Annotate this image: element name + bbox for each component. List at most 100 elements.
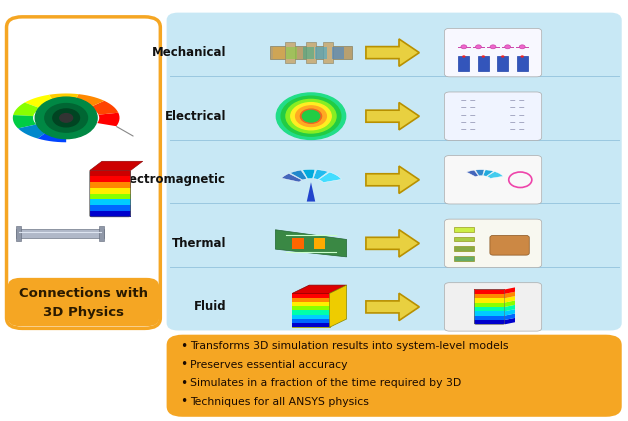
- FancyBboxPatch shape: [445, 92, 542, 141]
- Polygon shape: [13, 115, 36, 128]
- Text: Thermal: Thermal: [171, 237, 226, 250]
- Circle shape: [45, 104, 87, 132]
- Circle shape: [35, 97, 97, 139]
- Bar: [315, 47, 327, 59]
- Bar: [270, 46, 352, 59]
- Circle shape: [475, 45, 481, 49]
- Polygon shape: [330, 285, 347, 327]
- Polygon shape: [505, 318, 515, 324]
- Polygon shape: [366, 39, 420, 67]
- Bar: [90, 188, 131, 194]
- Circle shape: [521, 55, 524, 58]
- Bar: [293, 306, 330, 310]
- Polygon shape: [74, 94, 104, 107]
- Bar: [454, 227, 474, 232]
- Circle shape: [305, 112, 317, 120]
- Polygon shape: [318, 172, 342, 183]
- Bar: [458, 56, 469, 71]
- Bar: [293, 238, 304, 249]
- Polygon shape: [90, 161, 143, 171]
- Polygon shape: [13, 103, 40, 116]
- Bar: [293, 323, 330, 327]
- Text: •: •: [180, 377, 188, 389]
- Polygon shape: [38, 131, 66, 142]
- Polygon shape: [487, 171, 503, 179]
- Polygon shape: [290, 170, 307, 180]
- Bar: [293, 319, 330, 323]
- Polygon shape: [313, 170, 328, 179]
- Circle shape: [462, 55, 465, 58]
- Circle shape: [286, 99, 336, 133]
- Polygon shape: [505, 301, 515, 307]
- Polygon shape: [90, 101, 118, 115]
- Bar: [90, 200, 131, 205]
- FancyBboxPatch shape: [6, 17, 160, 328]
- Polygon shape: [366, 103, 420, 130]
- Circle shape: [302, 110, 320, 122]
- Polygon shape: [467, 170, 479, 177]
- Bar: [478, 56, 489, 71]
- Circle shape: [296, 106, 327, 127]
- Bar: [332, 47, 344, 59]
- Polygon shape: [18, 125, 48, 139]
- Polygon shape: [505, 296, 515, 303]
- Text: 3D Physics: 3D Physics: [43, 306, 124, 319]
- Circle shape: [501, 55, 504, 58]
- Bar: [99, 226, 104, 241]
- FancyBboxPatch shape: [8, 278, 159, 326]
- Bar: [454, 256, 474, 261]
- Bar: [90, 211, 131, 217]
- Polygon shape: [505, 309, 515, 316]
- Polygon shape: [483, 170, 494, 176]
- Bar: [284, 42, 295, 63]
- Polygon shape: [366, 230, 420, 257]
- Bar: [90, 171, 131, 176]
- Bar: [454, 246, 474, 251]
- Text: •: •: [180, 358, 188, 371]
- Circle shape: [281, 96, 341, 136]
- Text: —  —: — —: [510, 98, 524, 103]
- Bar: [474, 311, 505, 316]
- Bar: [474, 298, 505, 303]
- Polygon shape: [97, 113, 119, 126]
- Text: Fluid: Fluid: [193, 301, 226, 313]
- Circle shape: [291, 103, 331, 130]
- Text: Connections with: Connections with: [19, 287, 148, 300]
- Bar: [16, 229, 104, 238]
- Bar: [90, 194, 131, 200]
- Polygon shape: [505, 305, 515, 311]
- Bar: [293, 302, 330, 306]
- Text: —  —: — —: [510, 127, 524, 132]
- Text: —  —: — —: [462, 106, 476, 110]
- Polygon shape: [276, 230, 347, 257]
- FancyBboxPatch shape: [445, 219, 542, 268]
- Text: Techniques for all ANSYS physics: Techniques for all ANSYS physics: [190, 397, 369, 407]
- Polygon shape: [505, 314, 515, 320]
- Bar: [474, 307, 505, 311]
- Polygon shape: [475, 170, 484, 176]
- FancyBboxPatch shape: [445, 29, 542, 77]
- Circle shape: [505, 45, 511, 49]
- Bar: [293, 310, 330, 314]
- Bar: [16, 226, 21, 241]
- Text: •: •: [180, 395, 188, 408]
- FancyBboxPatch shape: [445, 283, 542, 331]
- Text: Electrical: Electrical: [165, 110, 226, 123]
- Circle shape: [490, 45, 496, 49]
- Polygon shape: [306, 182, 315, 202]
- Text: —  —: — —: [462, 120, 476, 125]
- Bar: [286, 47, 298, 59]
- Polygon shape: [24, 95, 55, 108]
- Polygon shape: [505, 292, 515, 298]
- Text: Preserves essential accuracy: Preserves essential accuracy: [190, 360, 348, 370]
- Bar: [474, 320, 505, 324]
- Text: —  —: — —: [510, 120, 524, 125]
- Text: Simulates in a fraction of the time required by 3D: Simulates in a fraction of the time requ…: [190, 378, 462, 388]
- Polygon shape: [303, 169, 315, 179]
- Bar: [497, 56, 508, 71]
- Bar: [303, 47, 315, 59]
- Circle shape: [53, 109, 80, 127]
- Polygon shape: [49, 93, 78, 104]
- Text: Mechanical: Mechanical: [152, 46, 226, 59]
- Circle shape: [461, 45, 467, 49]
